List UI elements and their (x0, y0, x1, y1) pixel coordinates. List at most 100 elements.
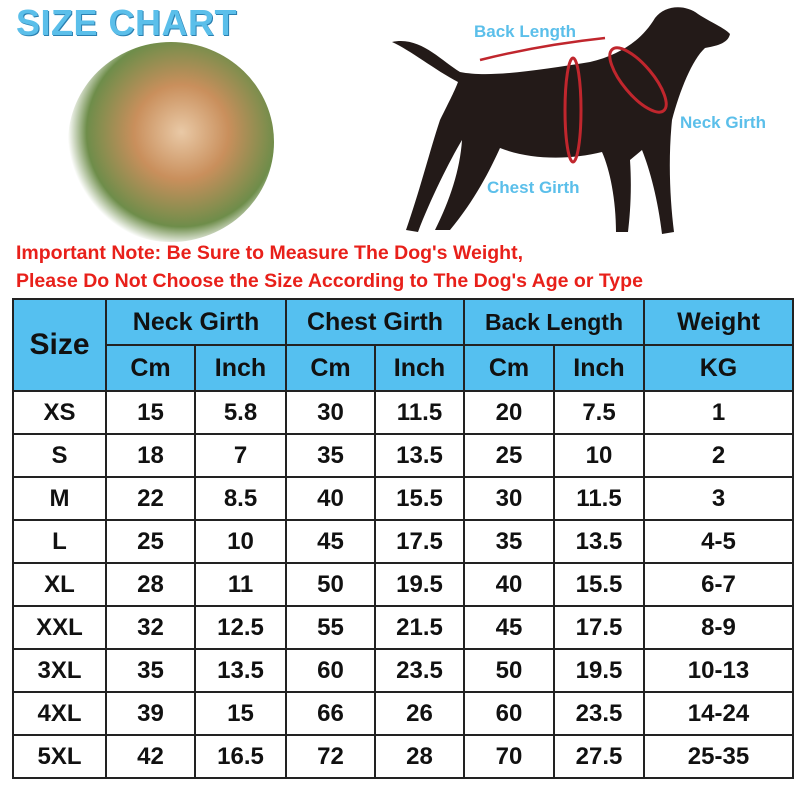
table-cell: 10-13 (643, 648, 794, 693)
header-neck-inch: Inch (194, 344, 287, 392)
table-cell: 25 (105, 519, 196, 564)
table-cell: 11.5 (553, 476, 645, 521)
table-cell: 13.5 (374, 433, 465, 478)
table-cell: 27.5 (553, 734, 645, 779)
table-cell: 21.5 (374, 605, 465, 650)
table-cell: 17.5 (374, 519, 465, 564)
dog-measurement-diagram (392, 7, 730, 235)
table-cell: 22 (105, 476, 196, 521)
header-back-length: Back Length (463, 298, 645, 346)
table-cell: 1 (643, 390, 794, 435)
table-cell: 25 (463, 433, 555, 478)
table-cell: 35 (285, 433, 376, 478)
table-cell: 13.5 (553, 519, 645, 564)
table-cell: 6-7 (643, 562, 794, 607)
neck-girth-label: Neck Girth (680, 113, 766, 132)
table-cell: 70 (463, 734, 555, 779)
woman-kissing-dog-photo (68, 42, 274, 242)
table-row: 3XL 35 13.5 60 23.5 50 19.5 10-13 (12, 648, 794, 693)
header-chest-cm: Cm (285, 344, 376, 392)
table-cell: 50 (463, 648, 555, 693)
back-length-label: Back Length (474, 22, 577, 41)
header-weight-kg: KG (643, 344, 794, 392)
size-cell: XXL (12, 605, 107, 650)
table-cell: 50 (285, 562, 376, 607)
table-cell: 8-9 (643, 605, 794, 650)
table-cell: 7 (194, 433, 287, 478)
table-cell: 35 (105, 648, 196, 693)
table-cell: 15.5 (374, 476, 465, 521)
table-cell: 3 (643, 476, 794, 521)
size-cell: 3XL (12, 648, 107, 693)
table-cell: 55 (285, 605, 376, 650)
table-cell: 30 (285, 390, 376, 435)
size-table: Size Neck Girth Chest Girth Back Length … (12, 298, 794, 779)
table-cell: 11 (194, 562, 287, 607)
table-cell: 30 (463, 476, 555, 521)
header-back-cm: Cm (463, 344, 555, 392)
header-back-inch: Inch (553, 344, 645, 392)
table-cell: 16.5 (194, 734, 287, 779)
size-cell: 5XL (12, 734, 107, 779)
table-cell: 26 (374, 691, 465, 736)
table-cell: 23.5 (553, 691, 645, 736)
table-cell: 25-35 (643, 734, 794, 779)
size-cell: M (12, 476, 107, 521)
table-cell: 12.5 (194, 605, 287, 650)
table-cell: 5.8 (194, 390, 287, 435)
size-cell: L (12, 519, 107, 564)
table-cell: 11.5 (374, 390, 465, 435)
table-cell: 28 (374, 734, 465, 779)
table-cell: 35 (463, 519, 555, 564)
table-row: 4XL 39 15 66 26 60 23.5 14-24 (12, 691, 794, 736)
table-cell: 40 (463, 562, 555, 607)
table-cell: 72 (285, 734, 376, 779)
table-cell: 32 (105, 605, 196, 650)
table-cell: 15.5 (553, 562, 645, 607)
table-row: XS 15 5.8 30 11.5 20 7.5 1 (12, 390, 794, 435)
table-cell: 17.5 (553, 605, 645, 650)
size-cell: S (12, 433, 107, 478)
important-note-line2: Please Do Not Choose the Size According … (16, 270, 643, 292)
table-cell: 15 (105, 390, 196, 435)
page-title: SIZE CHART (16, 2, 237, 43)
size-cell: 4XL (12, 691, 107, 736)
table-cell: 15 (194, 691, 287, 736)
header-neck-cm: Cm (105, 344, 196, 392)
table-cell: 19.5 (374, 562, 465, 607)
table-row: XXL 32 12.5 55 21.5 45 17.5 8-9 (12, 605, 794, 650)
table-cell: 7.5 (553, 390, 645, 435)
important-note-line1: Important Note: Be Sure to Measure The D… (16, 242, 523, 264)
table-cell: 13.5 (194, 648, 287, 693)
size-cell: XS (12, 390, 107, 435)
table-cell: 10 (553, 433, 645, 478)
header-neck-girth: Neck Girth (105, 298, 287, 346)
table-row: 5XL 42 16.5 72 28 70 27.5 25-35 (12, 734, 794, 779)
header-chest-girth: Chest Girth (285, 298, 465, 346)
table-cell: 28 (105, 562, 196, 607)
table-cell: 8.5 (194, 476, 287, 521)
table-cell: 40 (285, 476, 376, 521)
table-cell: 23.5 (374, 648, 465, 693)
table-cell: 19.5 (553, 648, 645, 693)
table-cell: 2 (643, 433, 794, 478)
table-cell: 4-5 (643, 519, 794, 564)
table-cell: 66 (285, 691, 376, 736)
table-row: L 25 10 45 17.5 35 13.5 4-5 (12, 519, 794, 564)
table-row: XL 28 11 50 19.5 40 15.5 6-7 (12, 562, 794, 607)
table-cell: 20 (463, 390, 555, 435)
table-row: M 22 8.5 40 15.5 30 11.5 3 (12, 476, 794, 521)
size-cell: XL (12, 562, 107, 607)
table-cell: 10 (194, 519, 287, 564)
table-cell: 14-24 (643, 691, 794, 736)
table-cell: 60 (285, 648, 376, 693)
table-cell: 42 (105, 734, 196, 779)
table-cell: 60 (463, 691, 555, 736)
header-weight: Weight (643, 298, 794, 346)
chest-girth-label: Chest Girth (487, 178, 580, 197)
table-row: S 18 7 35 13.5 25 10 2 (12, 433, 794, 478)
table-cell: 18 (105, 433, 196, 478)
header-size: Size (12, 298, 107, 392)
table-cell: 39 (105, 691, 196, 736)
table-cell: 45 (463, 605, 555, 650)
